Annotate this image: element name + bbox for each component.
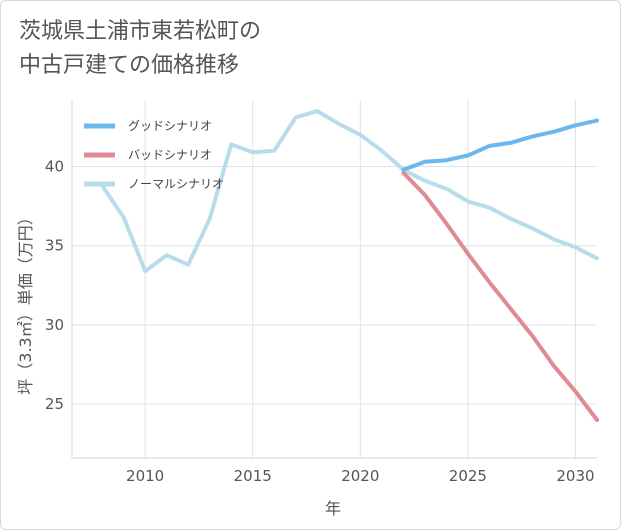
x-tick-label: 2015	[234, 467, 272, 485]
series-line-0	[401, 118, 599, 172]
grid	[72, 100, 597, 458]
y-tick-label: 35	[45, 237, 64, 255]
y-tick-label: 30	[45, 316, 64, 334]
y-tick-label: 25	[45, 395, 64, 413]
x-tick-label: 2025	[449, 467, 487, 485]
series-line-1	[401, 170, 599, 422]
x-tick-label: 2010	[126, 467, 164, 485]
series-lines	[100, 109, 599, 422]
legend-label: グッドシナリオ	[128, 119, 212, 133]
x-tick-label: 2030	[556, 467, 594, 485]
legend-label: ノーマルシナリオ	[128, 177, 224, 191]
legend-label: バッドシナリオ	[128, 148, 212, 162]
plot-frame	[71, 100, 597, 459]
y-tick-label: 40	[45, 158, 64, 176]
y-axis-label: 坪（3.3㎡）単価（万円）	[16, 209, 35, 394]
tick-labels: 2010 2015 2020 2025 2030 25 30 35 40	[45, 158, 595, 485]
x-tick-label: 2020	[341, 467, 379, 485]
x-axis-label: 年	[325, 499, 341, 518]
chart-title-line2: 中古戸建ての価格推移	[19, 53, 240, 78]
series-line-2	[100, 109, 599, 274]
chart-title-line1: 茨城県土浦市東若松町の	[19, 19, 262, 44]
chart-title: 茨城県土浦市東若松町の 中古戸建ての価格推移	[19, 15, 261, 83]
